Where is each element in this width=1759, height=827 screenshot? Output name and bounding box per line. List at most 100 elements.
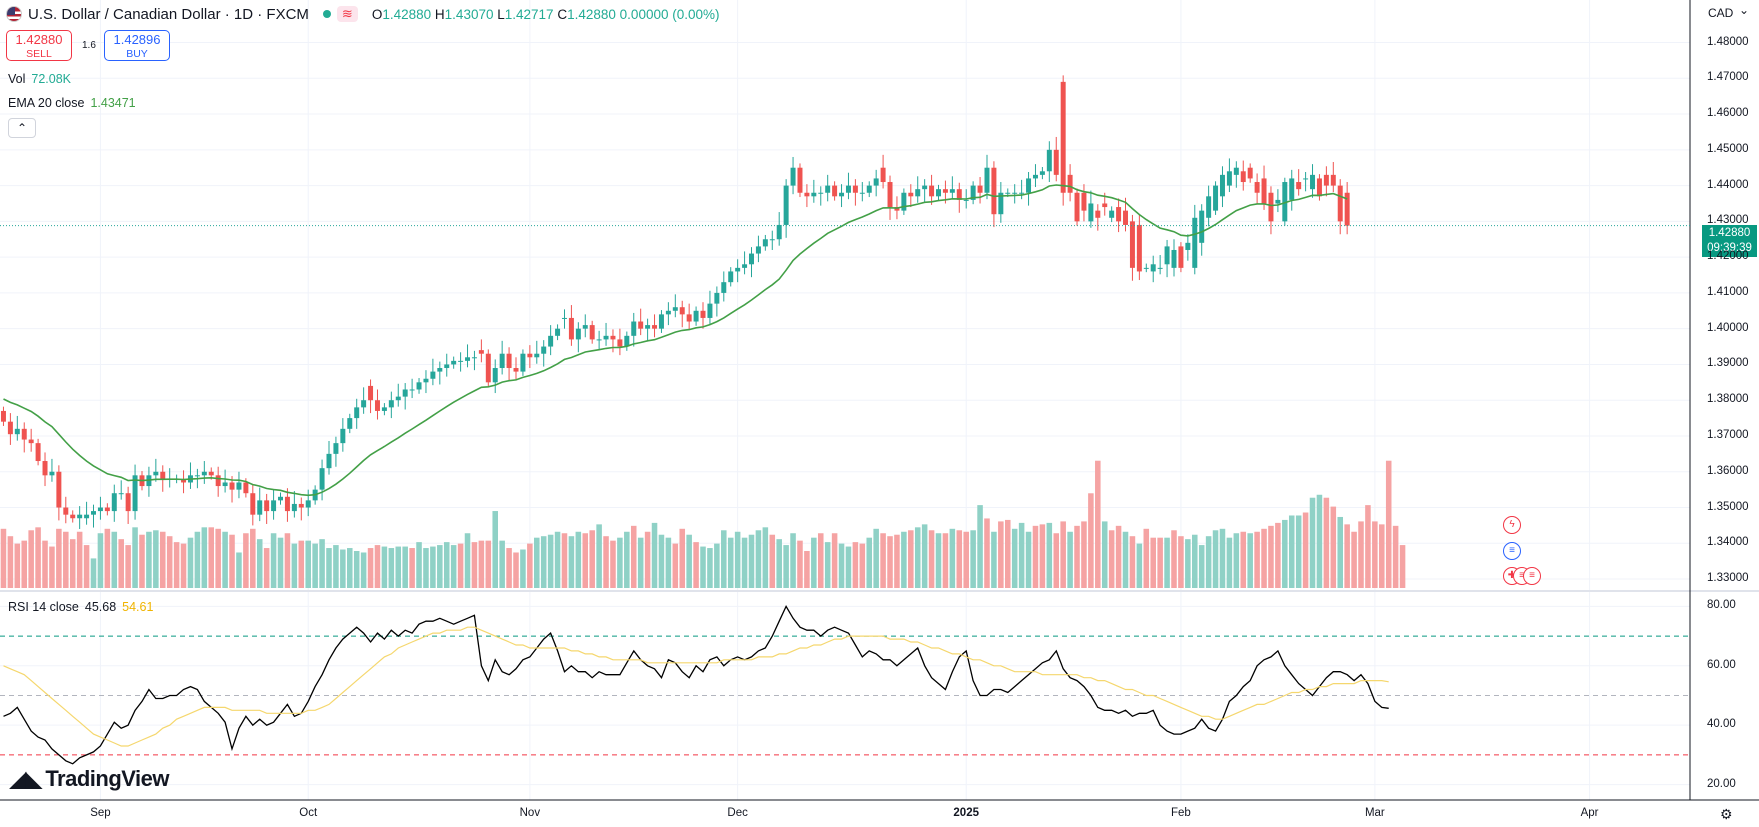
candle-body — [1157, 267, 1163, 269]
volume-bar — [1316, 494, 1323, 588]
candle-body — [1282, 182, 1288, 222]
volume-bar — [14, 543, 21, 588]
buy-button[interactable]: 1.42896 BUY — [104, 30, 170, 61]
volume-legend[interactable]: Vol 72.08K — [8, 72, 71, 86]
candle-body — [499, 353, 505, 369]
volume-bar — [1108, 530, 1115, 588]
ema-legend[interactable]: EMA 20 close 1.43471 — [8, 96, 136, 110]
candle-body — [1240, 171, 1246, 183]
volume-bar — [1379, 524, 1385, 588]
event-flash-icon[interactable]: ϟ — [1503, 516, 1521, 534]
volume-bar — [506, 548, 512, 588]
volume-bar — [229, 534, 235, 588]
candle-body — [257, 500, 263, 515]
candle-body — [361, 400, 367, 408]
candle-body — [624, 335, 630, 347]
candle-body — [1185, 242, 1191, 250]
collapse-legend-button[interactable]: ⌃ — [8, 118, 36, 138]
candle-body — [991, 167, 997, 215]
tradingview-logo[interactable]: ◢◣ TradingView — [10, 766, 169, 792]
candle-body — [749, 253, 754, 265]
market-status-icon[interactable]: ≋ — [336, 6, 358, 22]
candle-body — [250, 493, 256, 515]
volume-bar — [817, 533, 824, 588]
candle-body — [1109, 210, 1115, 218]
candle-body — [1046, 149, 1052, 172]
volume-bar — [450, 545, 457, 588]
rsi-legend[interactable]: RSI 14 close 45.68 54.61 — [8, 600, 153, 614]
candle-body — [582, 325, 588, 329]
volume-bar — [1323, 497, 1330, 588]
volume-bar — [291, 543, 298, 588]
candle-body — [437, 368, 443, 372]
volume-bar — [277, 537, 284, 588]
candle-body — [42, 461, 48, 476]
sell-button[interactable]: 1.42880 SELL — [6, 30, 72, 61]
volume-bar — [610, 540, 616, 588]
volume-bar — [118, 539, 124, 588]
event-ca-flag-icon-3[interactable]: ≡ — [1523, 567, 1541, 585]
volume-bar — [28, 530, 34, 588]
time-axis-label: Mar — [1364, 807, 1385, 819]
volume-bar — [263, 548, 270, 588]
candle-body — [645, 325, 651, 329]
volume-bar — [1302, 512, 1309, 588]
candle-body — [77, 514, 83, 519]
volume-bar — [312, 543, 318, 588]
volume-legend-label: Vol — [8, 72, 26, 86]
volume-bar — [243, 533, 249, 588]
symbol-header[interactable]: U.S. Dollar / Canadian Dollar · 1D · FXC… — [6, 4, 720, 24]
spread-value: 1.6 — [82, 40, 96, 51]
candle-body — [1289, 178, 1295, 200]
volume-bar — [797, 540, 803, 588]
candle-body — [153, 471, 159, 476]
candle-body — [721, 282, 727, 293]
candle-body — [797, 167, 803, 193]
volume-bar — [977, 505, 983, 588]
volume-bar — [901, 531, 907, 588]
volume-bar — [790, 533, 796, 588]
volume-bar — [319, 539, 325, 588]
volume-bar — [443, 542, 450, 588]
candle-body — [1123, 210, 1129, 225]
candle-body — [1316, 178, 1322, 197]
volume-bar — [1011, 528, 1018, 588]
ema-20-line — [3, 184, 1348, 497]
candle-body — [603, 335, 609, 340]
volume-bar — [942, 533, 949, 588]
symbol-title[interactable]: U.S. Dollar / Canadian Dollar · 1D · FXC… — [28, 5, 309, 23]
candle-body — [1337, 185, 1343, 222]
candle-body — [194, 475, 200, 477]
event-us-flag-icon[interactable]: ≡ — [1503, 542, 1521, 560]
candle-body — [1019, 192, 1025, 194]
candle-body — [1136, 224, 1142, 272]
currency-selector[interactable]: CAD — [1700, 0, 1759, 26]
price-axis-label: 1.35000 — [1707, 500, 1749, 513]
candle-body — [520, 353, 526, 372]
candle-body — [949, 189, 955, 193]
volume-bar — [1025, 531, 1032, 588]
volume-bar — [547, 534, 554, 588]
volume-bar — [360, 552, 367, 588]
volume-bar — [811, 537, 817, 588]
candle-body — [319, 468, 325, 490]
volume-bar — [596, 524, 602, 588]
price-axis-label: 1.36000 — [1707, 464, 1749, 477]
volume-bar — [194, 531, 201, 588]
volume-bar — [326, 548, 332, 588]
volume-bar — [388, 548, 395, 588]
settings-gear-icon[interactable]: ⚙ — [1720, 806, 1733, 822]
volume-bar — [1143, 528, 1150, 588]
candle-body — [1005, 192, 1011, 194]
volume-bar — [305, 540, 311, 588]
price-axis-label: 1.39000 — [1707, 357, 1749, 370]
candle-body — [915, 189, 921, 197]
candle-body — [97, 507, 103, 512]
volume-bar — [471, 542, 478, 588]
candle-body — [936, 189, 941, 197]
volume-legend-value: 72.08K — [31, 72, 72, 86]
volume-bar — [1205, 536, 1212, 588]
volume-bar — [146, 531, 152, 588]
candle-body — [984, 167, 990, 193]
